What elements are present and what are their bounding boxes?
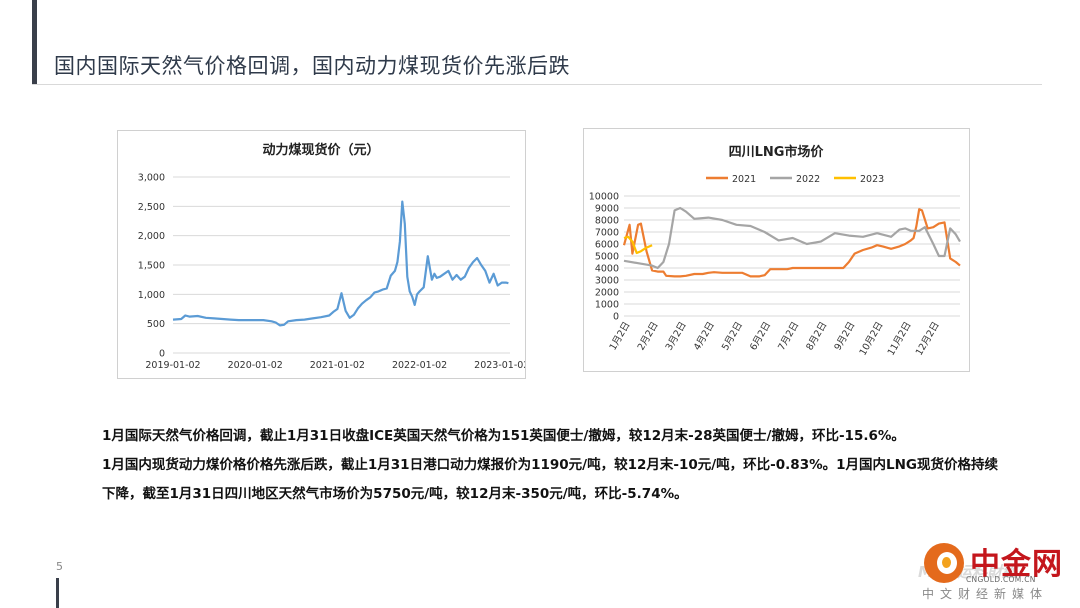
y-tick-label: 500 — [147, 319, 165, 330]
y-tick-label: 10000 — [589, 192, 619, 203]
accent-bar — [32, 0, 37, 84]
y-tick-label: 2,500 — [138, 202, 165, 213]
y-tick-label: 4000 — [595, 264, 619, 275]
y-tick-label: 0 — [159, 349, 165, 360]
x-tick-label: 11月2日 — [886, 320, 914, 358]
brand-logo-icon — [924, 543, 964, 583]
series-line-2023 — [623, 235, 653, 255]
brand-name: 中金网 — [970, 547, 1063, 582]
page-number: 5 — [56, 560, 63, 573]
brand-tagline: 中文财经新媒体 — [922, 587, 1049, 601]
y-tick-label: 1,000 — [138, 290, 165, 301]
lng-price-chart-svg: 四川LNG市场价 0100020003000400050006000700080… — [589, 144, 961, 358]
series-line-2021 — [622, 208, 961, 278]
brand-watermark: Mac 运料財經 中金网 CNGOLD.COM.CN 中文财经新媒体 — [918, 535, 1074, 605]
y-tick-label: 2000 — [595, 288, 619, 299]
x-tick-label: 8月2日 — [804, 320, 829, 352]
title-divider — [32, 84, 1042, 85]
x-tick-label: 2020-01-02 — [228, 360, 283, 371]
x-tick-label: 2019-01-02 — [145, 360, 200, 371]
paragraph-coal-lng: 1月国内现货动力煤价格价格先涨后跌，截止1月31日港口动力煤报价为1190元/吨… — [102, 457, 998, 502]
y-tick-label: 3000 — [595, 276, 619, 287]
paragraph-gas: 1月国际天然气价格回调，截止1月31日收盘ICE英国天然气价格为151英国便士/… — [102, 428, 905, 444]
lng-price-chart: 四川LNG市场价 0 1000 2000 3000 4000 5000 6000 7000 80… — [583, 128, 970, 372]
x-tick-label: 2022-01-02 — [392, 360, 447, 371]
body-text: 1月国际天然气价格回调，截止1月31日收盘ICE英国天然气价格为151英国便士/… — [102, 422, 1002, 509]
x-tick-label: 5月2日 — [720, 320, 745, 352]
page-title: 国内国际天然气价格回调，国内动力煤现货价先涨后跌 — [54, 54, 570, 78]
chart-title: 动力煤现货价（元） — [262, 142, 379, 158]
series-line-coal — [172, 200, 509, 327]
x-tick-label: 2月2日 — [636, 320, 661, 352]
brand-url: CNGOLD.COM.CN — [966, 575, 1036, 584]
x-tick-label: 12月2日 — [914, 320, 942, 358]
x-tick-label: 2023-01-02 — [474, 360, 525, 371]
chart-title: 四川LNG市场价 — [729, 144, 825, 160]
legend-label-2022: 2022 — [796, 174, 820, 185]
y-tick-label: 8000 — [595, 216, 619, 227]
x-tick-label: 2021-01-02 — [310, 360, 365, 371]
y-tick-label: 3,000 — [138, 173, 165, 184]
y-tick-label: 7000 — [595, 228, 619, 239]
series-line-2022 — [623, 206, 961, 270]
x-tick-label: 3月2日 — [664, 320, 689, 352]
y-tick-label: 0 — [613, 312, 619, 323]
coal-price-chart-svg: 动力煤现货价（元） 0 500 1,000 1,500 2,000 2,500 3,000 2… — [138, 142, 525, 371]
y-tick-label: 2,000 — [138, 231, 165, 242]
coal-price-chart: 动力煤现货价（元） 0 500 1,000 1,500 2,000 2,500 3,000 2… — [117, 130, 526, 379]
x-tick-label: 4月2日 — [692, 320, 717, 352]
footer-accent-bar — [56, 578, 59, 608]
x-tick-label: 1月2日 — [608, 320, 633, 352]
legend-label-2023: 2023 — [860, 174, 884, 185]
y-tick-label: 1000 — [595, 300, 619, 311]
x-tick-label: 10月2日 — [858, 320, 886, 358]
x-tick-label: 6月2日 — [748, 320, 773, 352]
y-tick-label: 1,500 — [138, 261, 165, 272]
y-tick-label: 5000 — [595, 252, 619, 263]
x-tick-label: 9月2日 — [832, 320, 857, 352]
x-tick-label: 7月2日 — [776, 320, 801, 352]
y-tick-label: 6000 — [595, 240, 619, 251]
y-tick-label: 9000 — [595, 204, 619, 215]
legend-label-2021: 2021 — [732, 174, 756, 185]
